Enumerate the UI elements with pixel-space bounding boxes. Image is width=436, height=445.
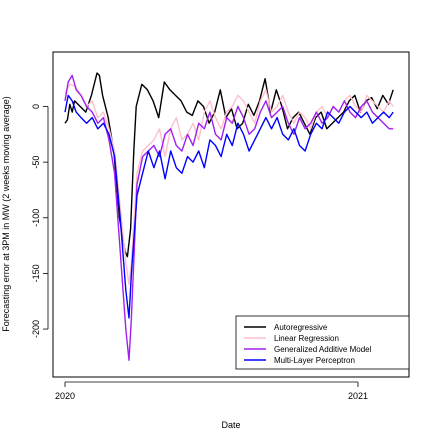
- y-tick-label: -200: [31, 320, 41, 338]
- y-axis: 0 -50 -100 -150 -200: [31, 104, 49, 338]
- legend: Autoregressive Linear Regression Generaliz…: [235, 315, 410, 370]
- y-tick-label: -100: [31, 209, 41, 227]
- x-axis: 2020 2021: [55, 381, 368, 401]
- series-lines: [64, 72, 394, 361]
- series-line-autoregressive: [64, 72, 394, 258]
- y-axis-title: Forecasting error at 3PM in MW (2 weeks …: [1, 96, 11, 332]
- y-tick-label: -150: [31, 264, 41, 282]
- legend-label: Generalized Additive Model: [274, 345, 372, 354]
- legend-label: Autoregressive: [274, 323, 328, 332]
- series-line-multi-layer-perceptron: [64, 94, 394, 319]
- legend-label: Linear Regression: [274, 334, 339, 343]
- plot-box: [52, 51, 410, 378]
- x-tick-label: 2021: [348, 391, 368, 401]
- x-tick-label: 2020: [55, 391, 75, 401]
- y-tick-label: -50: [31, 156, 41, 169]
- x-axis-title: Date: [221, 420, 240, 430]
- y-tick-label: 0: [31, 104, 41, 109]
- legend-label: Multi-Layer Perceptron: [274, 356, 355, 365]
- series-line-generalized-additive-model: [64, 74, 394, 361]
